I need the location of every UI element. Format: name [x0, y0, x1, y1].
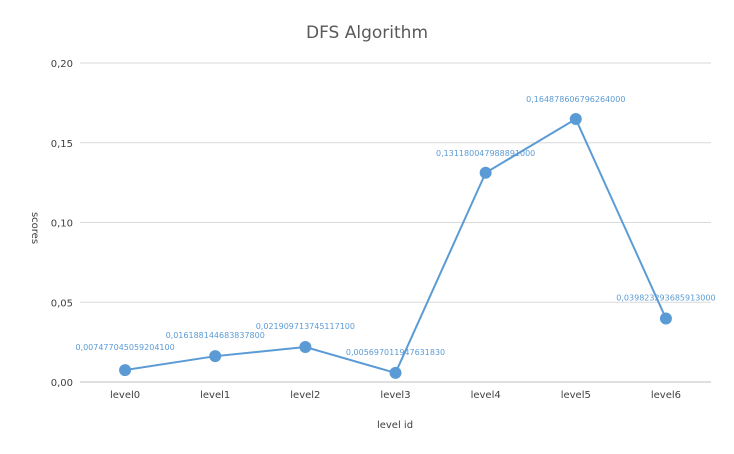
- y-axis-ticks: 0,00 0,05 0,10 0,15 0,20: [51, 59, 73, 389]
- y-tick-label: 0,20: [51, 59, 73, 70]
- gridlines: [80, 62, 711, 383]
- x-tick-label: level5: [561, 390, 591, 401]
- data-point: [389, 366, 402, 379]
- x-axis-title: level id: [377, 420, 413, 431]
- x-tick-label: level3: [380, 390, 410, 401]
- data-label: 0,007477045059204100: [75, 343, 174, 352]
- x-tick-label: level6: [651, 390, 681, 401]
- data-label: 0,021909713745117100: [256, 322, 355, 331]
- data-point: [479, 166, 492, 179]
- data-labels: 0,007477045059204100 0,016188144683837800…: [75, 95, 715, 357]
- x-axis-ticks: level0 level1 level2 level3 level4 level5 leve…: [110, 390, 681, 401]
- y-tick-label: 0,10: [51, 219, 73, 230]
- data-label: 0,005697011947631830: [346, 348, 445, 357]
- data-point: [119, 364, 132, 377]
- y-tick-label: 0,00: [51, 378, 73, 389]
- x-tick-label: level4: [471, 390, 501, 401]
- data-point: [299, 341, 312, 354]
- x-tick-label: level2: [290, 390, 320, 401]
- x-tick-label: level1: [200, 390, 230, 401]
- y-axis-title: scores: [29, 212, 40, 244]
- data-label: 0,164878606796264000: [526, 95, 625, 104]
- series-points: [119, 113, 672, 379]
- data-label: 0,131180047988891000: [436, 149, 535, 158]
- data-point: [569, 113, 582, 126]
- y-tick-label: 0,05: [51, 298, 73, 309]
- y-tick-label: 0,15: [51, 139, 73, 150]
- data-label: 0,016188144683837800: [166, 331, 265, 340]
- x-tick-label: level0: [110, 390, 140, 401]
- chart-title: DFS Algorithm: [306, 23, 428, 43]
- data-label: 0,039823293685913000: [616, 293, 715, 302]
- data-point: [209, 350, 222, 363]
- data-point: [659, 312, 672, 325]
